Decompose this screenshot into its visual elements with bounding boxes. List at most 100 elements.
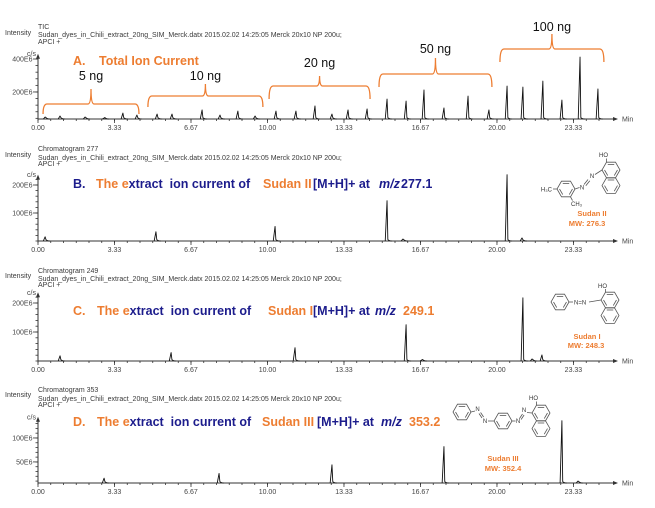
x-axis-arrow-icon (613, 359, 618, 363)
bond (570, 196, 573, 201)
peak-a-26 (520, 86, 528, 120)
peak-a-12 (252, 115, 261, 120)
y-axis-unit-label: c/s (27, 290, 36, 297)
double-bond (603, 299, 608, 306)
peak-a-13 (273, 110, 281, 120)
ionization-mode: APCI + (38, 282, 60, 289)
x-tick-label: 16.67 (412, 367, 430, 374)
peak-a-5 (120, 112, 128, 120)
x-tick-label: 10.00 (259, 367, 277, 374)
x-tick-label: 20.00 (488, 125, 506, 132)
x-tick-label: 10.00 (259, 125, 277, 132)
chart-panel-d: Intensity Chromatogram 353 Sudan_dyes_in… (0, 387, 633, 496)
peak-a-11 (235, 110, 243, 120)
panel-title: D. The extract ion current of Sudan III … (0, 415, 458, 429)
double-bond (613, 185, 618, 192)
atom-label: H₃C (541, 188, 553, 194)
file-info: Sudan_dyes_in_Chili_extract_20ng_SIM_Mer… (38, 276, 342, 283)
y-axis-arrow-icon (36, 53, 40, 59)
x-axis-arrow-icon (613, 239, 618, 243)
title-ion: [M+H]+ at (313, 304, 371, 318)
y-axis-arrow-icon (36, 174, 40, 180)
concentration-bracket (42, 88, 140, 115)
atom-label: N (522, 408, 526, 414)
peak-c-2 (168, 352, 177, 362)
title-letter: A. (73, 54, 86, 68)
atom-label: N=N (574, 301, 586, 307)
x-tick-label: 0.00 (31, 489, 45, 496)
double-bond (553, 301, 558, 308)
atom-label: HO (598, 284, 607, 290)
x-tick-label: 3.33 (108, 125, 122, 132)
title-mz-value: 249.1 (403, 304, 434, 318)
x-tick-label: 0.00 (31, 367, 45, 374)
bond (526, 412, 533, 414)
x-tick-label: 0.00 (31, 125, 45, 132)
bond (520, 414, 525, 420)
peak-a-9 (199, 109, 208, 120)
peak-b-3 (272, 225, 281, 242)
peak-a-18 (364, 108, 373, 120)
peak-a-20 (403, 100, 412, 120)
peak-a-4 (102, 117, 110, 120)
x-axis-unit-label: Min (622, 481, 633, 488)
x-axis-arrow-icon (613, 481, 618, 485)
y-tick-label: 100E6 (12, 329, 32, 336)
bond (594, 169, 603, 175)
compound-name: Sudan I (573, 332, 600, 341)
title-letter: B. (73, 177, 86, 191)
peak-c-7 (529, 358, 538, 362)
y-tick-label: 100E6 (12, 435, 32, 442)
x-tick-label: 3.33 (108, 247, 122, 254)
title-description: xtract ion current of (129, 177, 251, 191)
double-bond (604, 185, 609, 192)
peak-a-22 (441, 107, 449, 120)
bond (480, 412, 484, 418)
atom-label: N (580, 186, 584, 192)
title-letter: D. (73, 415, 86, 429)
sudan-ii-structure-icon: HO N N H₃C CH₃ Sudan II MW: 276.3 (541, 153, 621, 228)
x-tick-label: 23.33 (565, 367, 583, 374)
atom-label: N (483, 419, 487, 425)
aromatic-ring (600, 307, 620, 324)
x-tick-label: 6.67 (184, 367, 198, 374)
y-axis-arrow-icon (36, 292, 40, 298)
aromatic-ring (452, 403, 472, 421)
trace-name: TIC (38, 24, 49, 31)
double-bond (543, 412, 548, 419)
peak-a-8 (169, 113, 178, 120)
peak-c-4 (403, 324, 412, 362)
panel-title: B. The extract ion current of Sudan II [… (0, 177, 450, 191)
atom-label: CH₃ (571, 202, 583, 208)
peak-d-2 (216, 472, 225, 484)
double-bond (568, 188, 573, 195)
x-tick-label: 13.33 (335, 489, 353, 496)
y-tick-label: 50E6 (16, 459, 32, 466)
x-tick-label: 23.33 (565, 489, 583, 496)
double-bond (562, 301, 567, 308)
peak-c-6 (520, 297, 528, 362)
peak-b-5 (400, 238, 408, 242)
title-the-e: The e (96, 177, 129, 191)
aromatic-ring (550, 293, 570, 311)
double-bond (464, 411, 469, 418)
atom-label: N (590, 174, 594, 180)
double-bond (604, 169, 609, 176)
concentration-label: 10 ng (190, 69, 221, 83)
y-tick-label: 200E6 (12, 89, 32, 96)
x-tick-label: 23.33 (565, 247, 583, 254)
x-tick-label: 6.67 (184, 247, 198, 254)
file-info: Sudan_dyes_in_Chili_extract_20ng_SIM_Mer… (38, 32, 342, 39)
x-tick-label: 3.33 (108, 367, 122, 374)
x-tick-label: 0.00 (31, 247, 45, 254)
title-compound: Sudan I (268, 304, 313, 318)
peak-a-16 (329, 113, 337, 120)
ionization-mode: APCI + (38, 39, 60, 46)
panel-title: A. Total Ion Current (0, 54, 216, 68)
peak-a-17 (345, 109, 354, 120)
y-tick-label: 400E6 (12, 56, 32, 63)
molecular-weight: MW: 248.3 (568, 341, 605, 350)
concentration-label: 50 ng (420, 42, 451, 56)
title-compound: Sudan II (263, 177, 312, 191)
